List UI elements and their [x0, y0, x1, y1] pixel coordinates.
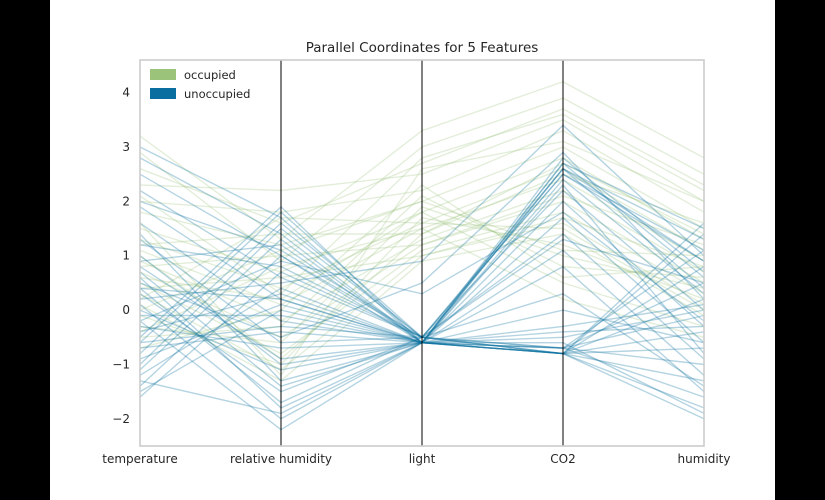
y-tick-label: 1 — [122, 249, 130, 263]
feature-label: temperature — [102, 452, 177, 466]
y-tick-label: 3 — [122, 140, 130, 154]
feature-label: light — [409, 452, 436, 466]
feature-label: CO2 — [550, 452, 575, 466]
y-tick-label: −1 — [112, 357, 130, 371]
y-tick-label: 2 — [122, 194, 130, 208]
parallel-coordinates-chart: Parallel Coordinates for 5 Features −2 −1… — [102, 40, 730, 466]
chart-figure: Parallel Coordinates for 5 Features −2 −1… — [50, 0, 775, 500]
y-tick-label: 0 — [122, 303, 130, 317]
x-tick-labels: temperature relative humidity light CO2 humi… — [102, 452, 730, 466]
chart-title: Parallel Coordinates for 5 Features — [306, 40, 539, 56]
legend: occupied unoccupied — [150, 68, 250, 101]
feature-label: relative humidity — [230, 452, 332, 466]
y-tick-labels: −2 −1 0 1 2 3 4 — [112, 86, 130, 426]
legend-label-occupied: occupied — [184, 68, 236, 82]
feature-label: humidity — [678, 452, 731, 466]
feature-axes-layer — [280, 60, 564, 446]
y-tick-label: 4 — [122, 86, 130, 100]
legend-label-unoccupied: unoccupied — [184, 87, 250, 101]
plot-frame — [139, 59, 705, 447]
y-tick-label: −2 — [112, 412, 130, 426]
legend-swatch-occupied — [150, 69, 176, 80]
legend-swatch-unoccupied — [150, 88, 176, 99]
